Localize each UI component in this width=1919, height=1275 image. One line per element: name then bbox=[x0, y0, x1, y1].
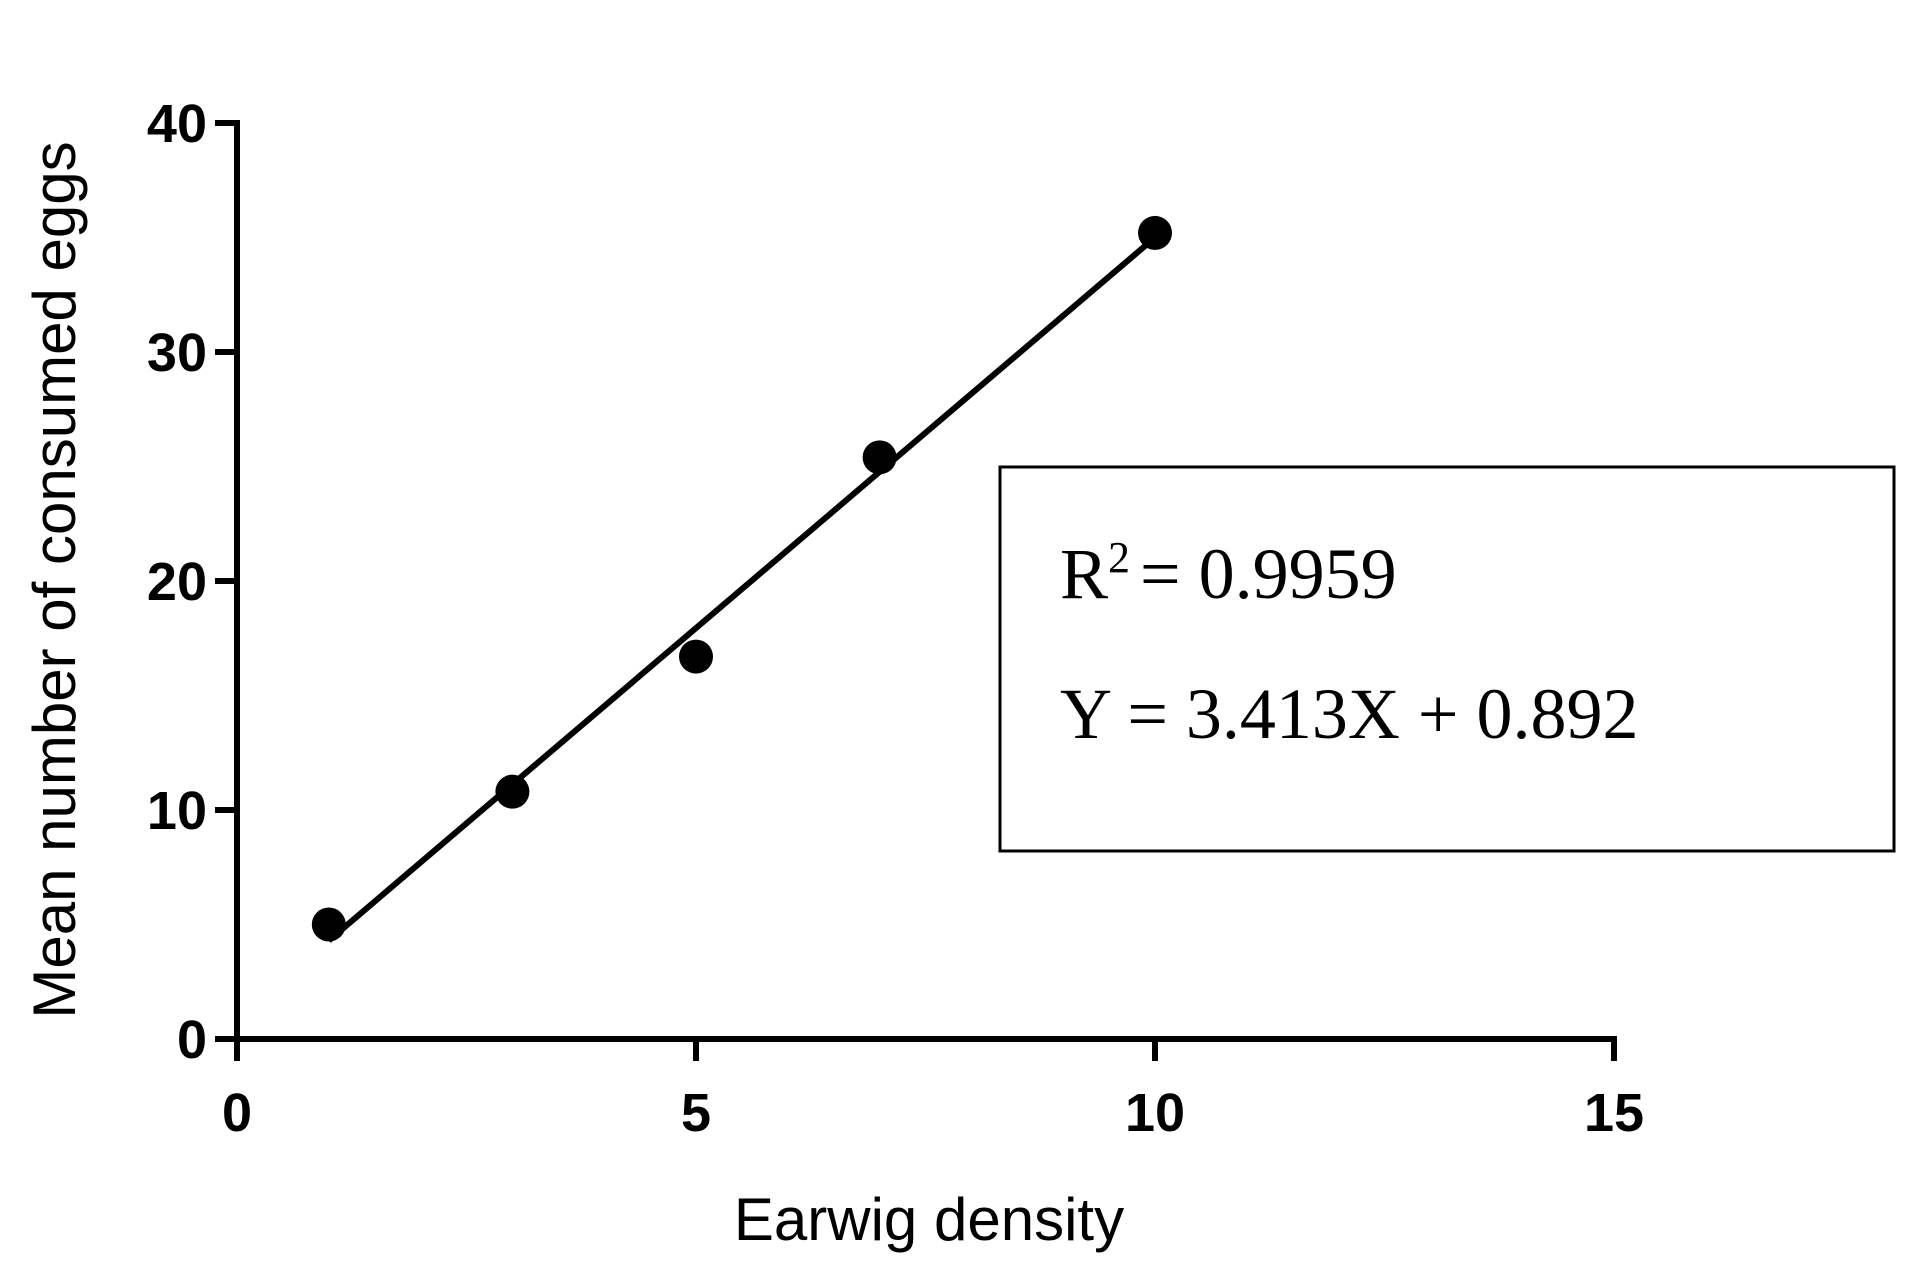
point bbox=[311, 907, 346, 942]
y-tick-label: 20 bbox=[147, 552, 207, 612]
y-axis-title: Mean number of consumed eggs bbox=[21, 141, 88, 1018]
y-tick-label: 40 bbox=[147, 94, 207, 154]
point bbox=[862, 440, 897, 475]
x-tick-label: 10 bbox=[1125, 1083, 1185, 1143]
point bbox=[495, 774, 530, 809]
x-tick-label: 15 bbox=[1584, 1083, 1644, 1143]
fit-line bbox=[326, 235, 1157, 943]
x-tick-label: 5 bbox=[681, 1083, 711, 1143]
y-tick-label: 30 bbox=[147, 323, 207, 383]
point bbox=[679, 639, 713, 674]
r-squared: R2 = 0.9959 bbox=[1060, 533, 1397, 614]
equation: Y = 3.413X + 0.892 bbox=[1060, 674, 1639, 754]
r-squared-value: = 0.9959 bbox=[1140, 534, 1397, 614]
x-axis-title: Earwig density bbox=[734, 1186, 1124, 1253]
y-tick-label: 10 bbox=[147, 781, 207, 841]
y-tick-label: 0 bbox=[177, 1010, 207, 1070]
r-squared-symbol: R bbox=[1060, 534, 1108, 614]
point bbox=[1138, 215, 1172, 250]
x-tick-label: 0 bbox=[222, 1083, 252, 1143]
r-squared-exponent: 2 bbox=[1108, 533, 1130, 582]
annotation-box bbox=[998, 465, 1896, 853]
